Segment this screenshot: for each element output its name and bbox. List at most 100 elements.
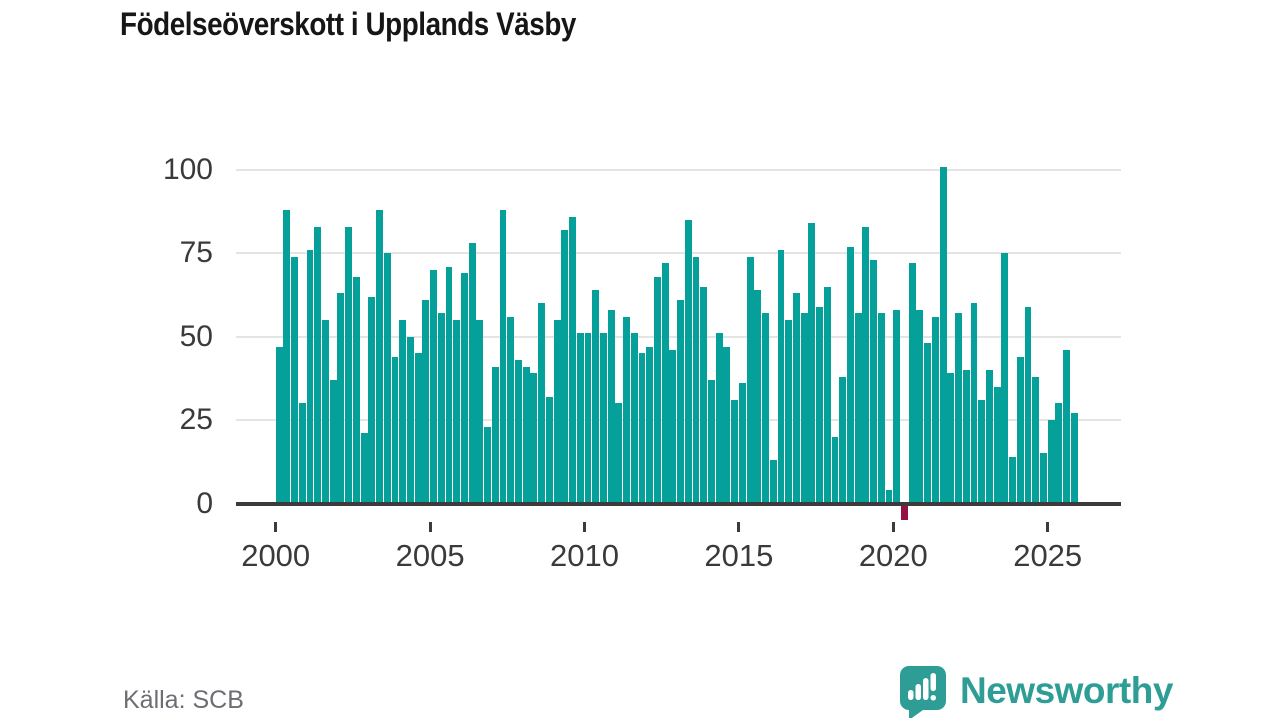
bar [561, 230, 569, 504]
x-axis-label: 2020 [858, 538, 928, 573]
bar [607, 310, 615, 504]
bar [1047, 420, 1055, 504]
y-axis-label: 75 [179, 236, 213, 270]
bar [283, 210, 291, 504]
bar [445, 266, 453, 504]
bar [908, 263, 916, 504]
bar [1009, 456, 1016, 504]
bar [955, 313, 962, 504]
x-axis-label: 2010 [550, 538, 619, 573]
x-axis-tick [583, 521, 586, 532]
bar [538, 303, 546, 504]
bar [322, 320, 329, 504]
x-axis-label: 2005 [395, 538, 465, 573]
bar [422, 300, 430, 504]
y-axis-label: 100 [162, 153, 213, 186]
bar [437, 313, 445, 504]
bar [800, 313, 808, 504]
newsworthy-logo: Newsworthy [898, 664, 1173, 718]
bar [406, 336, 414, 504]
bar [769, 460, 777, 504]
bar [584, 333, 592, 504]
bar [1024, 306, 1032, 504]
bar [491, 366, 499, 504]
bar [306, 250, 314, 504]
bar [484, 426, 492, 504]
x-axis-label: 2025 [1013, 538, 1083, 573]
y-axis-label: 0 [196, 486, 213, 520]
bar [376, 210, 383, 504]
bar [360, 433, 368, 504]
bar [1001, 253, 1009, 504]
bar [291, 256, 299, 504]
source-caption: Källa: SCB [123, 686, 244, 714]
bar [692, 256, 700, 504]
bar [653, 276, 661, 504]
bar [723, 346, 731, 504]
bar [916, 310, 924, 504]
bar [816, 306, 823, 504]
bar [677, 300, 685, 504]
bar [862, 226, 870, 504]
bar [1039, 453, 1047, 504]
bar [399, 320, 407, 504]
bar [947, 373, 955, 504]
y-axis-label: 25 [179, 403, 213, 437]
bar [808, 223, 816, 504]
bar [1063, 350, 1071, 504]
bar [985, 370, 993, 504]
bar [499, 210, 507, 504]
bar [708, 380, 715, 504]
bar [337, 293, 345, 504]
bar [738, 383, 746, 504]
bar [476, 320, 484, 504]
x-axis-tick [891, 521, 895, 532]
chart-title: Födelseöverskott i Upplands Väsby [120, 6, 576, 42]
x-axis-line [236, 501, 1121, 506]
bar [715, 333, 723, 504]
x-axis-label: 2000 [241, 538, 311, 573]
x-axis-label: 2015 [704, 538, 774, 573]
bar [1016, 356, 1024, 504]
bar [762, 313, 769, 504]
bar [599, 333, 607, 504]
bar [854, 313, 862, 504]
bar [970, 303, 978, 504]
bar [700, 286, 708, 504]
bar [924, 343, 932, 504]
bar [329, 380, 337, 504]
x-axis-tick [274, 521, 278, 532]
x-axis-tick [737, 521, 741, 532]
bar [901, 503, 908, 521]
bar [515, 360, 522, 504]
bar [754, 290, 762, 504]
bar [877, 313, 885, 504]
bar [993, 386, 1001, 504]
x-axis-tick [1046, 521, 1050, 532]
bar [846, 246, 854, 504]
bar [430, 270, 437, 504]
bar [507, 316, 515, 504]
bar [522, 366, 530, 504]
bar [530, 373, 538, 504]
bar [785, 320, 793, 504]
gridline [236, 252, 1121, 255]
bar [885, 490, 893, 504]
bar [731, 400, 739, 504]
bar [383, 253, 391, 504]
bar [368, 296, 376, 504]
bar [939, 166, 947, 504]
bar [576, 333, 584, 504]
bar [453, 320, 461, 504]
bar [777, 250, 785, 504]
bar [746, 256, 754, 504]
bar [646, 346, 654, 504]
bar [615, 403, 623, 504]
bar [553, 320, 561, 504]
bar [298, 403, 306, 504]
bar [684, 220, 692, 504]
y-axis-label: 50 [179, 319, 213, 353]
bar [638, 353, 646, 504]
bar [545, 396, 553, 504]
